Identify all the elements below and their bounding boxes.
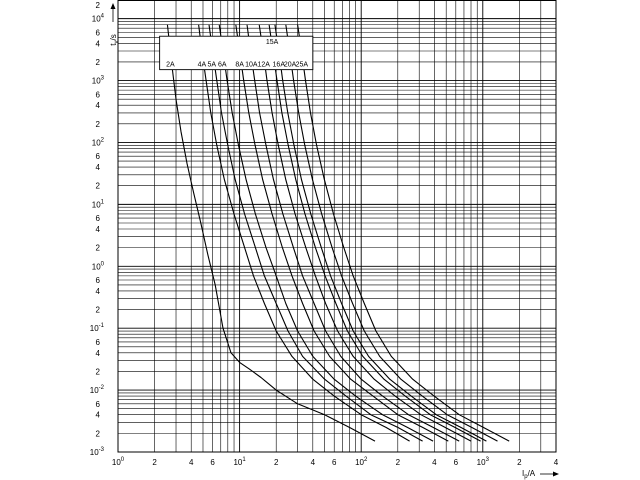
rating-label-6a: 6A — [218, 62, 227, 69]
y-minor-label: 6 — [96, 214, 101, 223]
plot-frame — [117, 0, 557, 453]
y-minor-label: 4 — [96, 163, 101, 172]
x-minor-label: 4 — [432, 458, 437, 467]
series-lines — [166, 24, 510, 442]
y-decade-label: 104 — [92, 14, 105, 24]
x-decade-label: 101 — [233, 457, 246, 467]
y-axis-unit: /s — [109, 34, 118, 40]
y-minor-label: 4 — [96, 39, 101, 48]
y-minor-label: 6 — [96, 338, 101, 347]
x-axis-subscript: p — [524, 474, 528, 480]
y-decade-label: 10-2 — [90, 385, 105, 395]
y-decade-label: 103 — [92, 76, 105, 86]
y-decade-label: 10-3 — [90, 447, 105, 457]
x-minor-label: 4 — [189, 458, 194, 467]
x-minor-label: 2 — [152, 458, 157, 467]
rating-label-20a: 20A — [284, 62, 297, 69]
y-decade-label: 102 — [92, 137, 105, 147]
rating-label-15a: 15A — [266, 39, 279, 46]
series-line-5 — [235, 24, 449, 442]
y-minor-label: 2 — [96, 120, 101, 129]
y-axis-subscript: v — [114, 41, 120, 44]
rating-label-12a: 12A — [258, 62, 271, 69]
rating-label-25a: 25A — [296, 62, 309, 69]
x-minor-label: 2 — [396, 458, 401, 467]
series-line-2 — [198, 24, 410, 442]
grid — [117, 0, 557, 453]
x-tick-labels: 100 101 102 103 2 4 6 2 4 6 2 4 6 2 4 — [112, 457, 559, 467]
y-axis-symbol: t — [109, 43, 118, 46]
x-minor-label: 4 — [311, 458, 316, 467]
series-line-4 — [218, 24, 434, 442]
y-decade-label: 100 — [92, 261, 105, 271]
rating-label-8a: 8A — [235, 62, 244, 69]
y-minor-label: 2 — [96, 244, 101, 253]
rating-label-5a: 5A — [207, 62, 216, 69]
y-minor-label: 6 — [96, 90, 101, 99]
series-line-1 — [166, 24, 376, 442]
y-minor-label: 2 — [96, 306, 101, 315]
y-minor-label: 4 — [96, 349, 101, 358]
series-line-10 — [285, 24, 498, 442]
series-line-3 — [208, 24, 423, 442]
svg-text:tv/s: tv/s — [109, 34, 120, 45]
rating-label-2a: 2A — [166, 62, 175, 69]
series-line-9 — [274, 24, 487, 442]
rating-label-frame — [159, 35, 314, 71]
y-minor-label: 2 — [96, 367, 101, 376]
y-axis-title: tv/s — [109, 3, 120, 46]
y-minor-label: 2 — [96, 429, 101, 438]
y-minor-label: 6 — [96, 276, 101, 285]
x-minor-label: 6 — [210, 458, 215, 467]
series-line-7 — [258, 24, 472, 442]
y-tick-labels: 104 103 102 101 100 10-1 10-2 10-3 2 6 4 2 6 4 2 6 4 2 6 4 2… — [90, 1, 105, 457]
x-minor-label: 2 — [517, 458, 522, 467]
y-minor-label: 6 — [96, 400, 101, 409]
x-axis-title: Ip/A — [522, 469, 559, 480]
y-decade-label: 101 — [92, 199, 105, 209]
rating-label-10a: 10A — [245, 62, 258, 69]
plot-border — [117, 0, 557, 453]
y-minor-label: 6 — [96, 152, 101, 161]
y-minor-label: 2 — [96, 1, 101, 10]
x-minor-label: 4 — [554, 458, 559, 467]
x-decade-label: 102 — [355, 457, 368, 467]
y-minor-label: 2 — [96, 58, 101, 67]
series-line-6 — [246, 24, 460, 442]
rating-label-4a: 4A — [198, 62, 207, 69]
x-decade-label: 103 — [477, 457, 490, 467]
series-line-8 — [268, 24, 481, 442]
x-minor-label: 6 — [332, 458, 337, 467]
y-decade-label: 10-1 — [90, 323, 105, 333]
x-axis-symbol: I — [522, 469, 524, 478]
rating-label-16a: 16A — [273, 62, 286, 69]
y-minor-label: 4 — [96, 287, 101, 296]
y-minor-label: 4 — [96, 225, 101, 234]
x-minor-label: 2 — [274, 458, 279, 467]
svg-text:Ip/A: Ip/A — [522, 469, 536, 480]
y-minor-label: 4 — [96, 101, 101, 110]
y-minor-label: 6 — [96, 28, 101, 37]
x-decade-label: 100 — [112, 457, 125, 467]
y-minor-label: 4 — [96, 411, 101, 420]
x-axis-unit: /A — [528, 469, 536, 478]
y-minor-label: 2 — [96, 182, 101, 191]
series-line-11 — [297, 24, 510, 442]
x-minor-label: 6 — [454, 458, 459, 467]
